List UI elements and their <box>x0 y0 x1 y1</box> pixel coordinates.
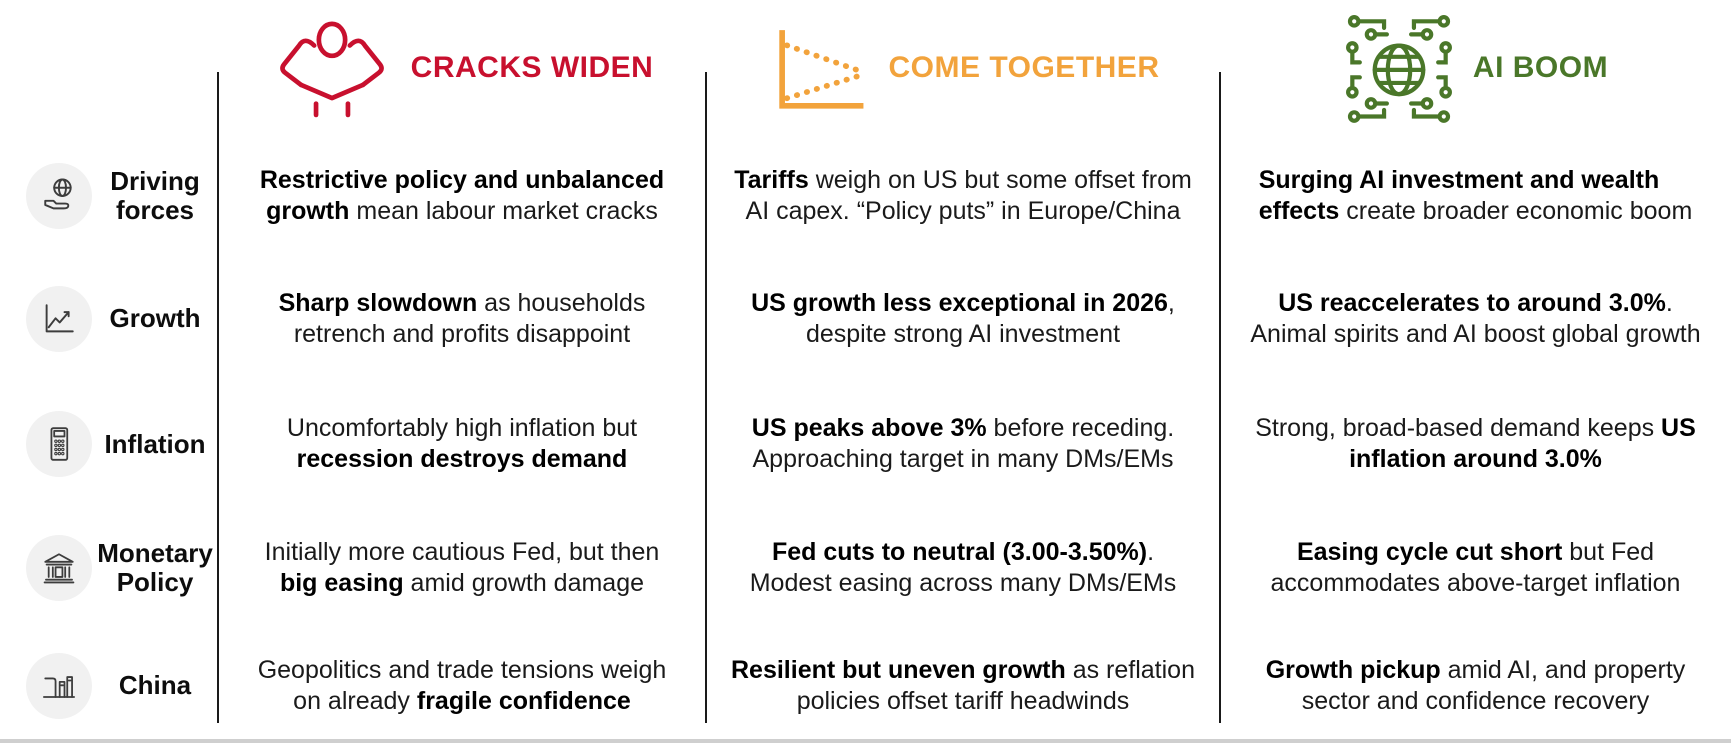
cell-text: Geopolitics and trade tensions weigh on a… <box>257 655 667 715</box>
cell-text: US peaks above 3% before receding. Approa… <box>751 414 1175 473</box>
row-label-text: China <box>118 670 192 701</box>
column-title-come-together: COME TOGETHER <box>888 50 1160 84</box>
cell-text: US growth less exceptional in 2026, despi… <box>751 288 1175 348</box>
cell-driving-forces-come-together: Tariffs weigh on US but some offset from… <box>706 135 1220 256</box>
line-chart-icon <box>26 285 92 352</box>
cell-growth-come-together: US growth less exceptional in 2026, despi… <box>706 256 1220 381</box>
cell-growth-cracks-widen: Sharp slowdown as households retrench and… <box>218 256 706 381</box>
bottom-edge-bar <box>0 739 1731 743</box>
column-divider-2 <box>705 72 707 723</box>
cell-monetary-policy-come-together: Fed cuts to neutral (3.00-3.50%). Modest … <box>706 507 1220 628</box>
row-label-text: Growth <box>109 303 201 334</box>
cell-text: Resilient but uneven growth as reflation… <box>731 655 1195 715</box>
cell-text: Strong, broad-based demand keeps US infla… <box>1255 414 1696 473</box>
cell-inflation-cracks-widen: Uncomfortably high inflation but recessio… <box>218 381 706 507</box>
cell-driving-forces-ai-boom: Surging AI investment and wealth effects … <box>1220 135 1731 256</box>
cell-text: Tariffs weigh on US but some offset from… <box>734 165 1192 225</box>
row-label-text: Inflation <box>104 428 206 459</box>
row-label-growth: Growth <box>0 256 218 381</box>
cell-text: US reaccelerates to around 3.0%. Animal s… <box>1250 288 1701 348</box>
row-label-inflation: Inflation <box>0 381 218 507</box>
header-corner-spacer <box>0 0 218 135</box>
stressed-person-icon <box>271 18 393 118</box>
cell-text: Uncomfortably high inflation but recessio… <box>286 414 638 473</box>
column-header-ai-boom: AI BOOM <box>1220 0 1731 135</box>
cell-text: Sharp slowdown as households retrench and… <box>278 288 646 348</box>
cell-monetary-policy-ai-boom: Easing cycle cut short but Fed accommodat… <box>1220 507 1731 628</box>
column-divider-1 <box>217 72 219 723</box>
cell-text: Surging AI investment and wealth effects … <box>1258 165 1693 225</box>
column-header-come-together: COME TOGETHER <box>706 0 1220 135</box>
row-label-driving-forces: Driving forces <box>0 135 218 256</box>
row-label-text: Driving forces <box>110 166 200 225</box>
cell-china-ai-boom: Growth pickup amid AI, and property secto… <box>1220 628 1731 743</box>
cell-inflation-come-together: US peaks above 3% before receding. Approa… <box>706 381 1220 507</box>
bank-icon <box>26 534 92 601</box>
cell-growth-ai-boom: US reaccelerates to around 3.0%. Animal s… <box>1220 256 1731 381</box>
hand-holding-globe-icon <box>26 162 92 229</box>
cell-text: Growth pickup amid AI, and property secto… <box>1265 655 1686 715</box>
cell-driving-forces-cracks-widen: Restrictive policy and unbalanced growth … <box>218 135 706 256</box>
cell-china-come-together: Resilient but uneven growth as reflation… <box>706 628 1220 743</box>
cell-text: Fed cuts to neutral (3.00-3.50%). Modest … <box>749 537 1177 597</box>
cell-monetary-policy-cracks-widen: Initially more cautious Fed, but then big… <box>218 507 706 628</box>
factory-icon <box>26 652 92 719</box>
column-header-cracks-widen: CRACKS WIDEN <box>218 0 706 135</box>
row-label-text: Monetary Policy <box>97 538 213 597</box>
cell-china-cracks-widen: Geopolitics and trade tensions weigh on a… <box>218 628 706 743</box>
cell-inflation-ai-boom: Strong, broad-based demand keeps US infla… <box>1220 381 1731 507</box>
column-title-ai-boom: AI BOOM <box>1472 50 1609 84</box>
row-label-monetary-policy: Monetary Policy <box>0 507 218 628</box>
column-title-cracks-widen: CRACKS WIDEN <box>410 50 654 84</box>
cell-text: Easing cycle cut short but Fed accommodat… <box>1270 537 1681 597</box>
calculator-icon <box>26 411 92 477</box>
row-label-china: China <box>0 628 218 743</box>
column-divider-3 <box>1219 72 1221 723</box>
ai-globe-circuit-icon <box>1343 12 1455 124</box>
cell-text: Initially more cautious Fed, but then big… <box>264 537 660 597</box>
cell-text: Restrictive policy and unbalanced growth … <box>259 165 665 225</box>
converging-trend-lines-icon <box>767 18 871 118</box>
